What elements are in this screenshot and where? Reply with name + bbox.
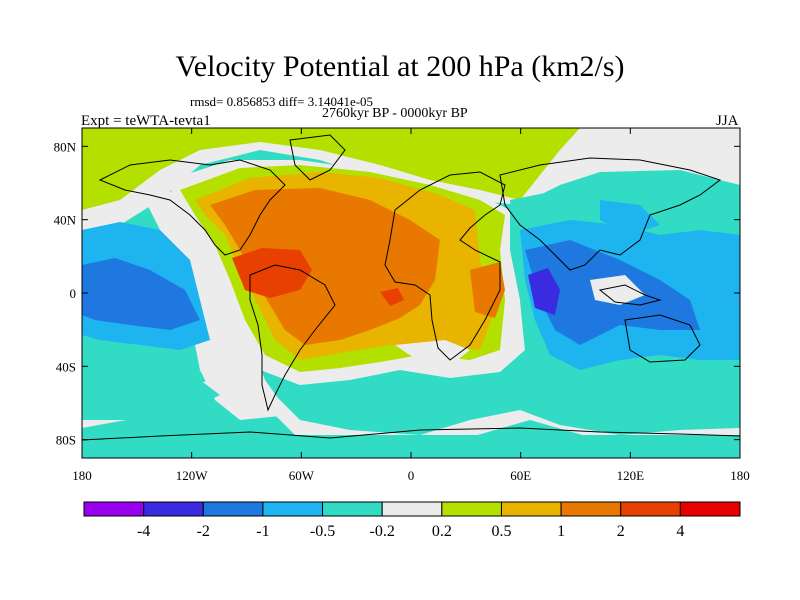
x-tick-label: 180 xyxy=(730,468,750,483)
y-tick-label: 80S xyxy=(56,433,76,448)
colorbar-swatch xyxy=(143,501,204,517)
colorbar-label: -2 xyxy=(197,523,210,540)
colorbar-swatch xyxy=(262,501,324,517)
x-tick-label: 60W xyxy=(289,468,315,483)
asia-outline xyxy=(499,157,722,271)
y-tick-label: 40S xyxy=(56,359,76,374)
colorbar-label: -0.2 xyxy=(370,523,395,540)
colorbar-swatch xyxy=(83,501,145,517)
colorbar-label: -4 xyxy=(137,523,150,540)
south-america-outline xyxy=(249,264,336,412)
contour-neutral-maritime xyxy=(590,275,645,305)
colorbar-swatch xyxy=(381,501,443,517)
colorbar-swatch xyxy=(441,501,502,517)
colorbar-swatch xyxy=(202,501,264,517)
contour-positive-2-atlantic xyxy=(380,288,404,306)
contour-negative-south-pacific xyxy=(82,380,220,420)
coastlines xyxy=(82,134,740,441)
colorbar: -4 -2 -1 -0.5 -0.2 0.2 0.5 1 2 4 xyxy=(83,501,741,540)
colorbar-label: 0.2 xyxy=(432,523,452,540)
colorbar-label: 4 xyxy=(676,523,684,540)
contour-positive-1 xyxy=(210,188,440,345)
experiment-label: Expt = teWTA-tevta1 xyxy=(81,113,211,129)
x-tick-label: 120E xyxy=(617,468,645,483)
colorbar-swatch xyxy=(500,501,562,517)
contour-neutral-pacific-east xyxy=(145,190,290,420)
y-tick-label: 40N xyxy=(54,213,77,228)
australia-outline xyxy=(624,314,701,363)
contour-neutral-south-atlantic xyxy=(395,340,470,362)
colorbar-swatch xyxy=(560,501,622,517)
colorbar-label: -1 xyxy=(256,523,269,540)
colorbar-swatch xyxy=(620,501,681,517)
axis-ticks: 180 120W 60W 0 60E 120E 180 80N 40N 0 40S 80S xyxy=(54,128,750,483)
contour-positive-1-africa-east xyxy=(470,262,505,318)
colorbar-label: 2 xyxy=(617,523,625,540)
chart-title: Velocity Potential at 200 hPa (km2/s) xyxy=(175,50,625,83)
europe-africa-outline xyxy=(384,171,506,361)
y-tick-label: 80N xyxy=(54,139,77,154)
colorbar-label: 0.5 xyxy=(491,523,511,540)
colorbar-label: 1 xyxy=(557,523,565,540)
x-tick-label: 60E xyxy=(510,468,531,483)
contour-negative-1-pacific xyxy=(82,258,200,330)
period-label: 2760kyr BP - 0000kyr BP xyxy=(322,106,468,121)
season-label: JJA xyxy=(716,113,739,129)
colorbar-label: -0.5 xyxy=(310,523,335,540)
maritime-continent-outline xyxy=(598,284,662,306)
contour-positive-north xyxy=(82,128,580,210)
contour-positive-2 xyxy=(232,248,312,298)
x-tick-label: 120W xyxy=(176,468,209,483)
contour-negative-2-indian xyxy=(528,268,560,315)
rmsd-label: rmsd= 0.856853 diff= 3.14041e-05 xyxy=(190,94,374,109)
north-america-outline xyxy=(98,159,286,256)
x-tick-label: 180 xyxy=(72,468,92,483)
antarctica-outline xyxy=(82,427,740,441)
colorbar-swatch xyxy=(322,501,383,517)
greenland-outline xyxy=(289,134,346,181)
colorbar-swatch xyxy=(679,501,741,517)
contour-map xyxy=(82,128,740,458)
x-tick-label: 0 xyxy=(408,468,415,483)
y-tick-label: 0 xyxy=(70,286,77,301)
contour-antarctic xyxy=(82,435,740,458)
